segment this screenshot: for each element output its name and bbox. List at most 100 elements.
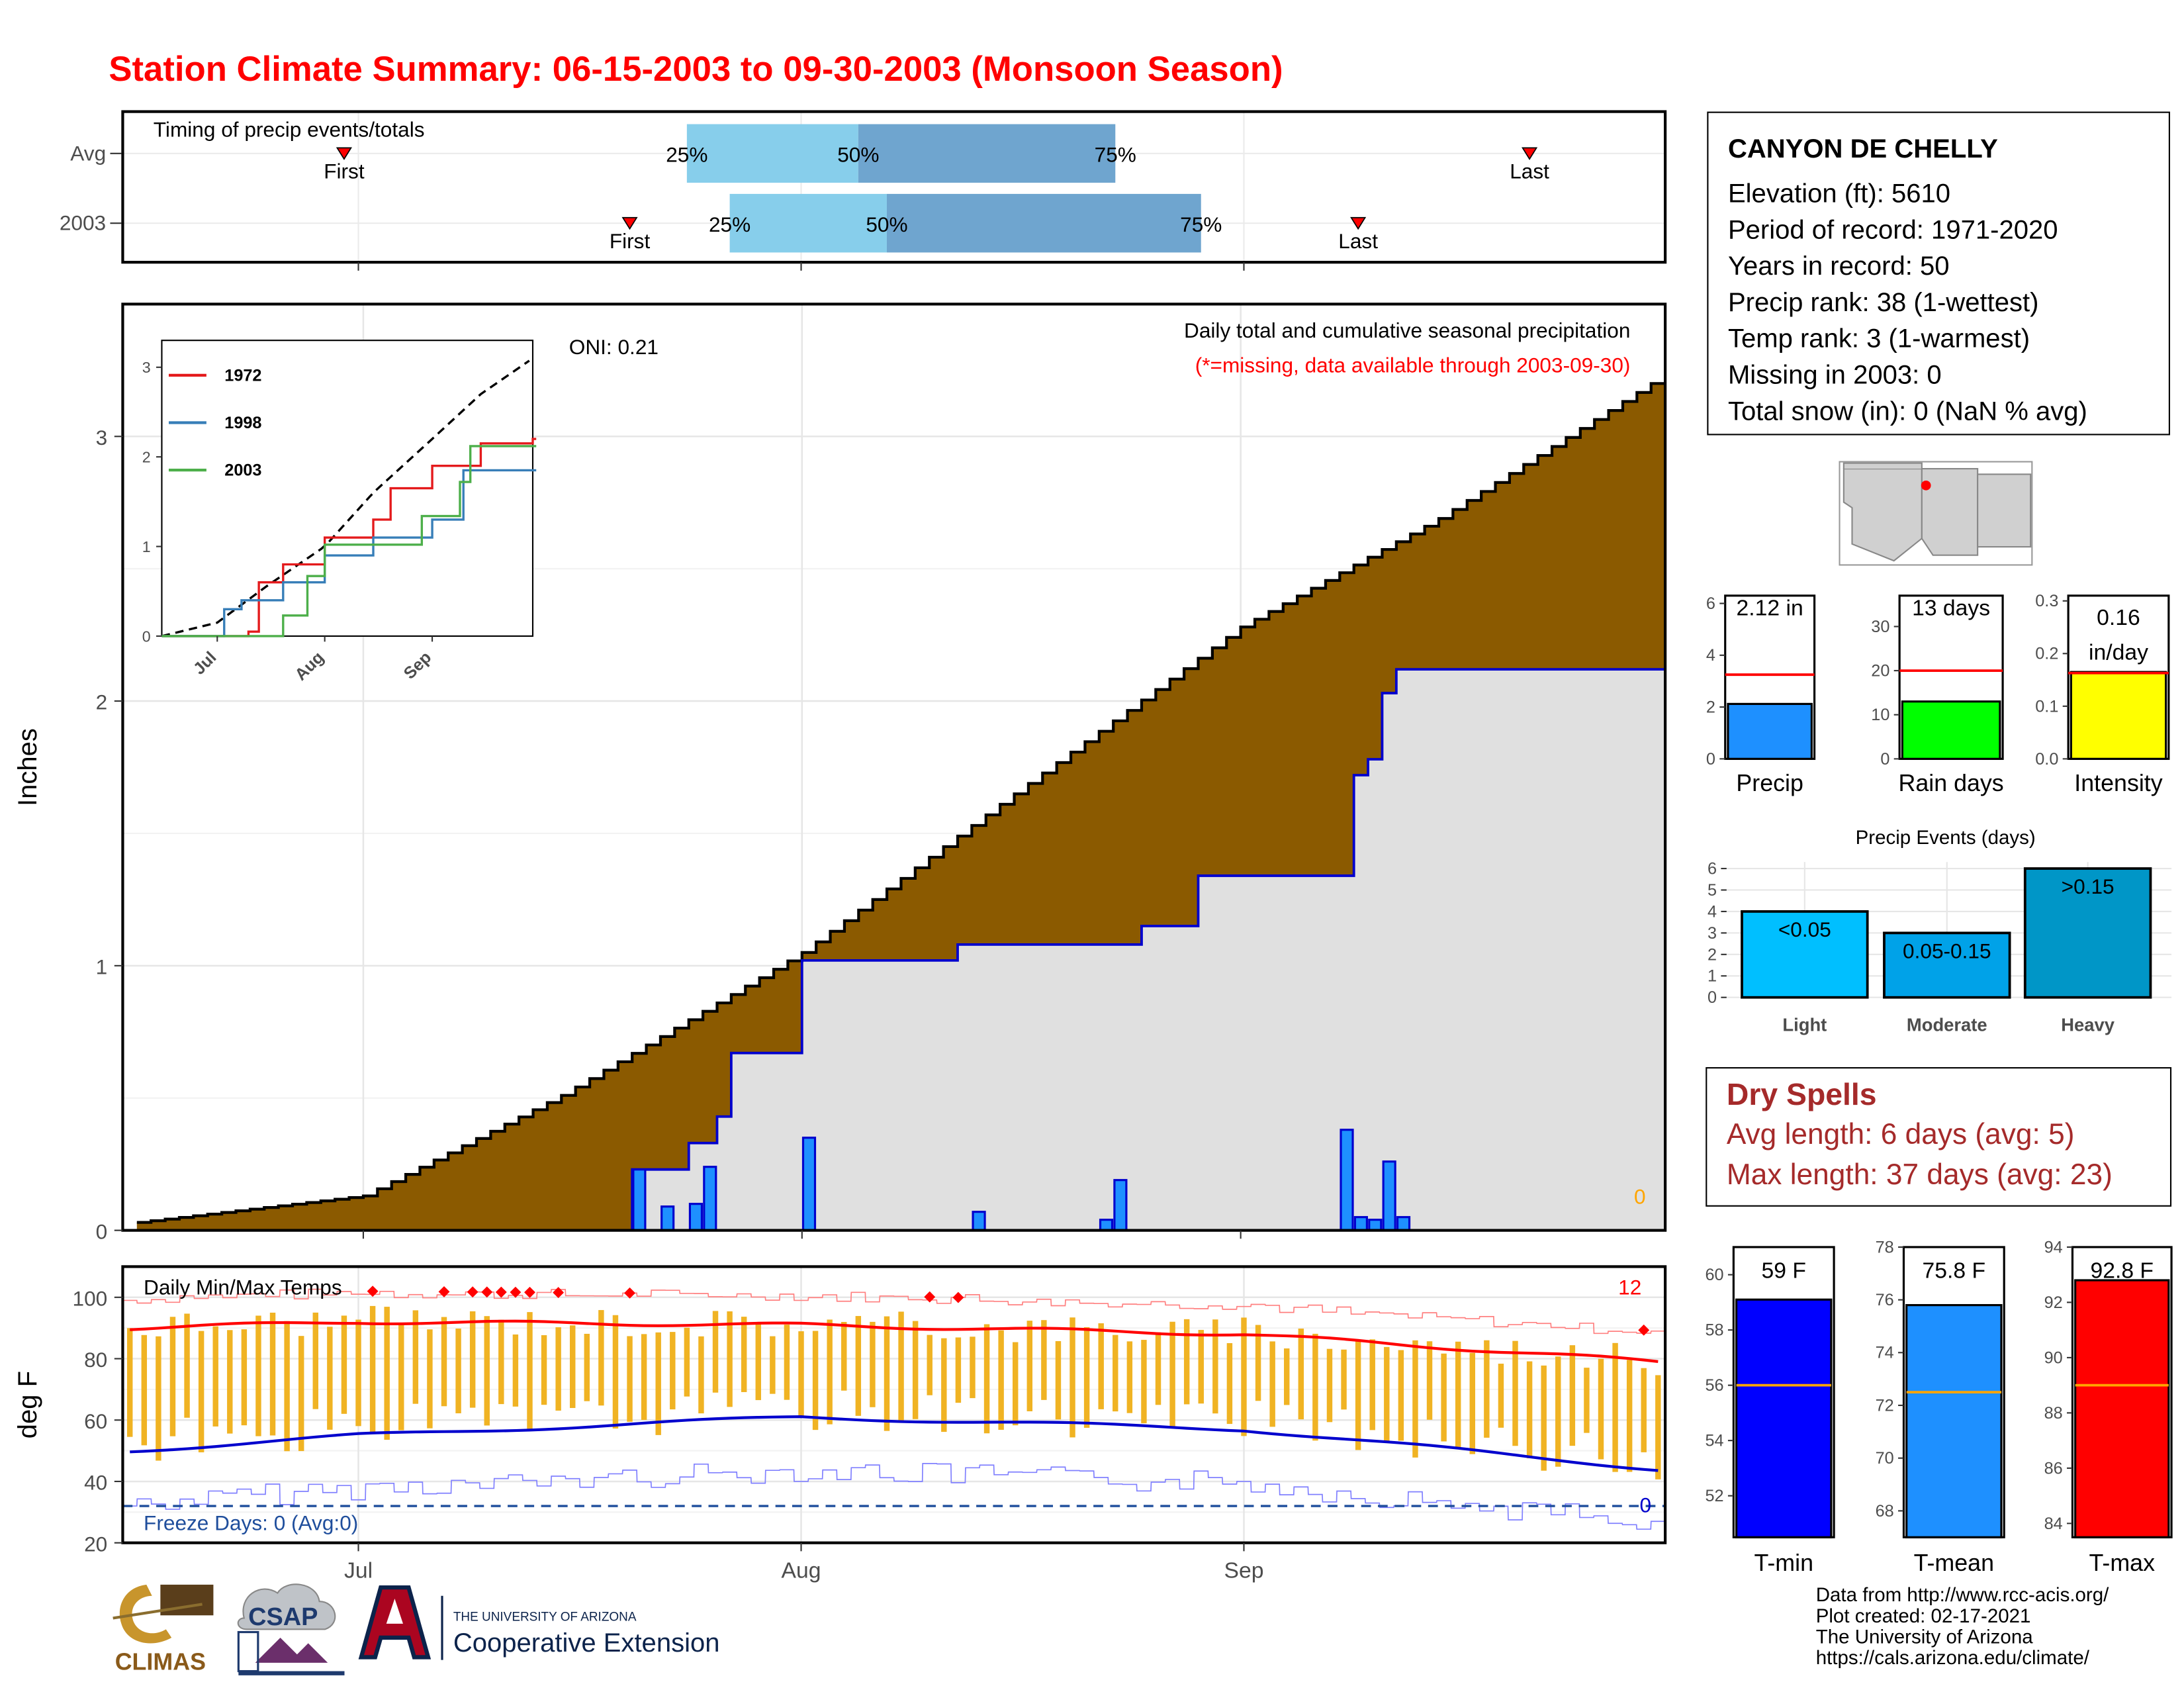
daily-temp-bar <box>1298 1329 1304 1420</box>
page-title: Station Climate Summary: 06-15-2003 to 0… <box>109 50 1283 89</box>
university-of-arizona-logo: THE UNIVERSITY OF ARIZONA Cooperative Ex… <box>358 1585 719 1660</box>
credits: Data from http://www.rcc-acis.org/ Plot … <box>1815 1583 2109 1668</box>
credit-line: Data from http://www.rcc-acis.org/ <box>1815 1583 2109 1606</box>
summary-value-label: 2.12 in <box>1737 595 1803 620</box>
quartile-box-lower <box>729 193 887 253</box>
y-tick-label: 92 <box>2044 1293 2063 1312</box>
missing-data-note: (*=missing, data available through 2003-… <box>1195 353 1631 377</box>
dry-spells-max: Max length: 37 days (avg: 23) <box>1726 1159 2113 1192</box>
daily-precip-bar <box>1368 1219 1383 1232</box>
daily-temp-bar <box>684 1327 690 1397</box>
quartile-box-upper <box>858 124 1116 183</box>
event-category-label: Light <box>1782 1014 1827 1035</box>
y-tick-label: 40 <box>84 1471 107 1495</box>
daily-temp-bar <box>284 1321 290 1452</box>
record-high-marker <box>952 1291 964 1303</box>
daily-temp-bar <box>1226 1343 1233 1425</box>
quartile-box-upper <box>886 193 1201 253</box>
y-tick-label: 3 <box>96 426 108 449</box>
station-line: Precip rank: 38 (1-wettest) <box>1727 289 2039 318</box>
last-event-marker <box>1522 147 1538 160</box>
last-event-marker <box>1350 216 1367 230</box>
daily-temp-bar <box>1441 1353 1447 1442</box>
station-line: Period of record: 1971-2020 <box>1727 216 2058 246</box>
daily-temp-bar <box>1626 1360 1633 1472</box>
daily-temp-bar <box>1255 1325 1261 1401</box>
missing-count: 0 <box>1634 1185 1646 1209</box>
temp-summary-bar-t-mean <box>1905 1304 2003 1538</box>
freeze-count: 0 <box>1639 1493 1651 1517</box>
y-tick-label: 90 <box>2044 1348 2063 1367</box>
precip-panel: 0 1 2 3 Inches ONI: 0.21 Daily total and cumul… <box>13 303 1667 1243</box>
station-line: Years in record: 50 <box>1727 252 1950 282</box>
daily-temp-bar <box>555 1327 561 1411</box>
daily-temp-bar <box>369 1305 376 1433</box>
y-tick-label: 0 <box>1706 750 1715 769</box>
summary-bar-name: Intensity <box>2074 770 2162 796</box>
summary-value-unit: in/day <box>2089 640 2148 665</box>
timing-row-label: 2003 <box>60 211 106 235</box>
y-tick-label: 52 <box>1706 1487 1724 1505</box>
y-tick-label: 72 <box>1876 1396 1894 1415</box>
daily-temp-bar <box>327 1327 333 1430</box>
daily-temp-bar <box>1655 1375 1661 1479</box>
y-tick-label: 4 <box>1707 902 1717 921</box>
daily-temp-bar <box>955 1337 962 1403</box>
y-tick-label: 30 <box>1871 618 1889 636</box>
csap-text: CSAP <box>248 1603 318 1631</box>
temp-bar-name: T-max <box>2089 1550 2156 1576</box>
daily-temp-bar <box>1113 1335 1118 1412</box>
daily-temp-bar <box>1426 1341 1433 1420</box>
daily-temp-bar <box>727 1311 733 1407</box>
quartile-box-lower <box>686 124 858 183</box>
quartile-25-label: 25% <box>709 212 751 236</box>
record-high-marker <box>924 1291 936 1303</box>
daily-temp-bar <box>1355 1340 1361 1450</box>
timing-row-label: Avg <box>70 141 106 165</box>
daily-temp-bar <box>312 1312 318 1409</box>
daily-temp-bar <box>1212 1319 1218 1414</box>
daily-temp-bar <box>1169 1321 1175 1428</box>
y-tick-label: 20 <box>84 1532 107 1556</box>
daily-precip-bar <box>632 1168 647 1232</box>
quartile-75-label: 75% <box>1095 142 1136 166</box>
daily-temp-bar <box>1284 1348 1290 1405</box>
daily-temp-bar <box>1369 1339 1375 1430</box>
x-tick-label: Jul <box>344 1558 373 1583</box>
inset-series-line-2003 <box>161 445 537 637</box>
quartile-50-label: 50% <box>866 212 907 236</box>
temperature-bar-charts: 59 F 52 54 56 58 60 T-min 75.8 F 68 70 72 74 76 78 T-m… <box>1706 1238 2173 1576</box>
summary-value-label: 13 days <box>1912 595 1990 620</box>
daily-temp-bar <box>212 1326 218 1427</box>
summary-bar-precip <box>1727 702 1813 760</box>
daily-temp-bar <box>255 1315 261 1436</box>
y-tick-label: 6 <box>1707 859 1717 878</box>
daily-temp-bar <box>1584 1368 1590 1433</box>
record-high-line <box>122 1288 1665 1335</box>
temp-plot-background <box>122 1266 1666 1543</box>
y-axis-label: Inches <box>13 728 42 806</box>
daily-temp-bar <box>627 1336 633 1422</box>
daily-precip-bar <box>801 1137 817 1232</box>
y-tick-label: 2 <box>96 690 108 714</box>
record-high-marker <box>438 1286 450 1297</box>
daily-temp-bar <box>584 1333 590 1401</box>
daily-temp-bar <box>455 1328 461 1414</box>
daily-precip-bar <box>1396 1216 1411 1232</box>
timing-frame <box>121 110 1667 264</box>
temps-label: Daily Min/Max Temps <box>144 1276 342 1299</box>
inset-legend-label: 1998 <box>224 414 261 432</box>
first-event-label: First <box>324 160 365 183</box>
daily-temp-bar <box>1569 1345 1576 1446</box>
x-tick-label: Aug <box>782 1558 821 1583</box>
y-tick-label: 70 <box>1876 1449 1894 1468</box>
daily-temp-bar <box>870 1321 876 1407</box>
y-tick-label: 0.2 <box>2035 645 2058 663</box>
daily-temp-bar <box>741 1317 747 1392</box>
daily-temp-bar <box>1012 1342 1019 1426</box>
event-bar-heavy <box>2023 867 2152 999</box>
daily-temp-bar <box>1069 1317 1075 1438</box>
daily-temp-bar <box>498 1319 504 1405</box>
y-tick-label: 1 <box>1707 967 1717 986</box>
daily-temp-bar <box>941 1338 947 1432</box>
